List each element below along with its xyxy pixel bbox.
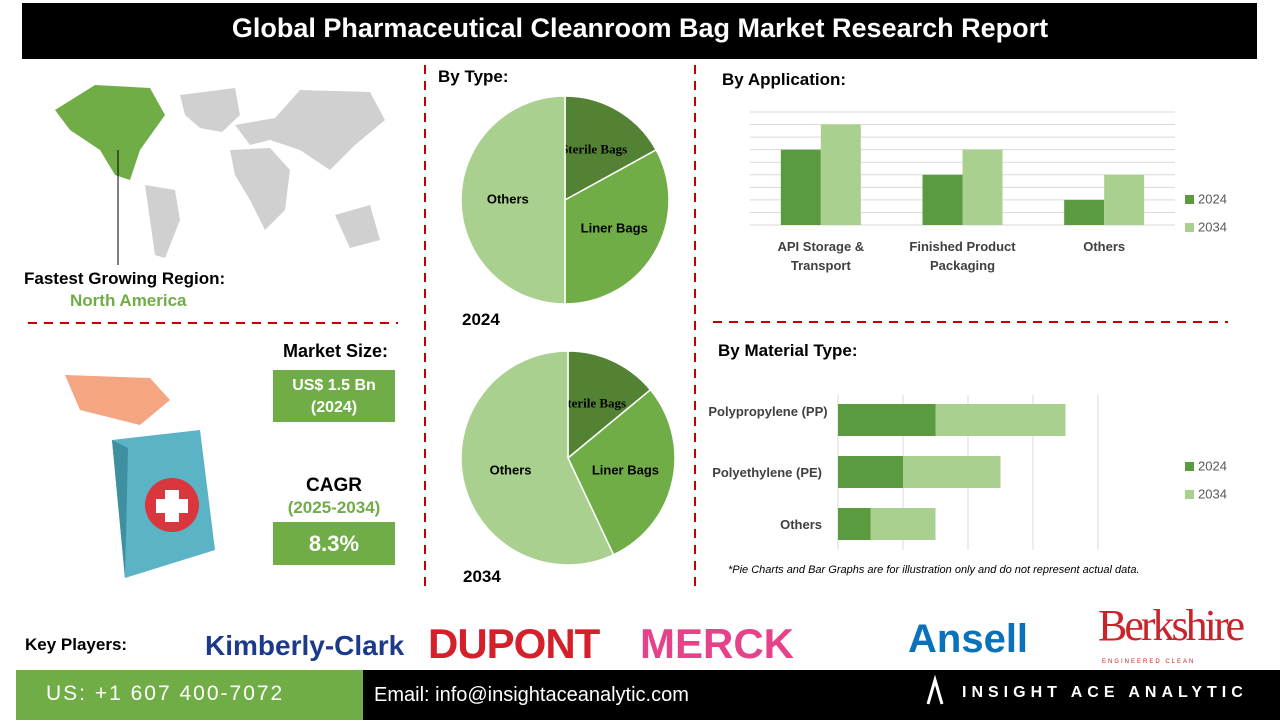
region-label: Fastest Growing Region: (24, 269, 226, 288)
slice-label: Liner Bags (581, 221, 648, 236)
y-tick-label: Polyethylene (PE) (712, 465, 822, 480)
pie-slice (567, 350, 652, 460)
key-players-label: Key Players: (25, 635, 128, 654)
legend-swatch (1185, 462, 1194, 471)
logo: MERCK (640, 620, 794, 667)
slice-label: Sterile Bags (560, 396, 626, 411)
pie-title: By Type: (438, 67, 509, 86)
note: *Pie Charts and Bar Graphs are for illus… (728, 564, 1140, 576)
pie-slice (460, 350, 615, 566)
email-bar (363, 670, 1280, 720)
slice-label: Sterile Bags (561, 142, 627, 157)
bar (780, 149, 821, 225)
legend-swatch (1185, 490, 1194, 499)
pie-year: 2024 (462, 310, 500, 329)
slice-label: Liner Bags (592, 462, 659, 477)
logo: Berkshire (1098, 601, 1245, 650)
brand: INSIGHT ACE ANALYTIC (962, 684, 1248, 701)
bar (922, 174, 963, 225)
market-size-label: Market Size: (283, 341, 389, 361)
legend-label: 2024 (1198, 191, 1227, 206)
x-tick-label: API Storage & Transport (777, 239, 865, 273)
cagr-period: (2025-2034) (287, 498, 381, 517)
market-size-year: (2024) (310, 399, 358, 416)
bar (1104, 174, 1145, 225)
bar (820, 124, 861, 225)
y-tick-label: Others (780, 517, 822, 532)
logo-tagline: ENGINEERED CLEAN (1102, 659, 1196, 665)
header-bar (22, 3, 1257, 59)
email: Email: info@insightaceanalytic.com (374, 684, 689, 706)
pie-slice (564, 95, 658, 202)
brand-icon (926, 674, 944, 705)
logo: Kimberly-Clark (205, 630, 405, 661)
pie-slice (564, 148, 670, 305)
legend-label: 2034 (1198, 486, 1227, 501)
bar (935, 404, 1066, 436)
title: Global Pharmaceutical Cleanroom Bag Mark… (231, 13, 1049, 43)
bar (903, 456, 1001, 488)
region-value: North America (70, 291, 187, 310)
x-tick-label: Finished Product Packaging (909, 239, 1016, 273)
bar (838, 404, 936, 436)
legend-label: 2034 (1198, 219, 1227, 234)
pie-year: 2034 (463, 567, 501, 586)
legend-label: 2024 (1198, 458, 1227, 473)
cagr-label: CAGR (306, 475, 362, 496)
dividers (28, 65, 1228, 592)
bar (962, 149, 1003, 225)
cagr-value: 8.3% (308, 531, 360, 556)
market-size-box (273, 370, 395, 422)
slice-label: Others (487, 191, 529, 206)
world-map (55, 85, 385, 258)
slice-label: Others (490, 462, 532, 477)
bar (1064, 199, 1105, 225)
logo: Ansell (908, 617, 1029, 661)
bar (870, 508, 936, 540)
market-size-value: US$ 1.5 Bn (292, 377, 376, 394)
pie-slice (460, 95, 566, 305)
phone: US: +1 607 400-7072 (46, 682, 285, 705)
x-tick-label: Others (1083, 239, 1126, 254)
legend-swatch (1185, 223, 1194, 232)
logo: DUPONT (428, 620, 600, 667)
bar-title: By Application: (722, 70, 847, 89)
bar (838, 508, 871, 540)
legend-swatch (1185, 195, 1194, 204)
bar (838, 456, 903, 488)
bag-icon (65, 375, 215, 578)
y-tick-label: Polypropylene (PP) (708, 404, 828, 419)
cagr-box (273, 522, 395, 565)
bar-title: By Material Type: (718, 341, 858, 360)
phone-bar (16, 670, 363, 720)
